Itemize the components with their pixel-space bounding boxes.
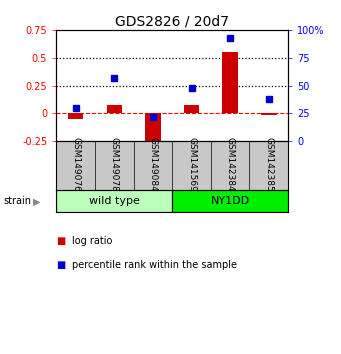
Text: percentile rank within the sample: percentile rank within the sample <box>72 261 237 270</box>
Bar <box>172 190 288 212</box>
Bar <box>56 190 172 212</box>
Bar <box>145 113 161 143</box>
Bar <box>68 113 83 119</box>
Text: ■: ■ <box>56 236 65 246</box>
Text: log ratio: log ratio <box>72 236 112 246</box>
Text: GSM141569: GSM141569 <box>187 137 196 192</box>
Text: ▶: ▶ <box>33 196 41 206</box>
Bar <box>222 52 238 113</box>
Text: ■: ■ <box>56 261 65 270</box>
Text: GSM149078: GSM149078 <box>110 137 119 192</box>
Text: NY1DD: NY1DD <box>211 196 250 206</box>
Text: GSM149076: GSM149076 <box>71 137 80 192</box>
Bar <box>184 105 199 113</box>
Bar <box>106 105 122 113</box>
Text: GSM142384: GSM142384 <box>226 137 235 192</box>
Title: GDS2826 / 20d7: GDS2826 / 20d7 <box>115 15 229 29</box>
Text: GSM142385: GSM142385 <box>264 137 273 192</box>
Bar <box>261 113 277 115</box>
Text: strain: strain <box>3 196 31 206</box>
Text: GSM149084: GSM149084 <box>148 137 158 192</box>
Text: wild type: wild type <box>89 196 140 206</box>
